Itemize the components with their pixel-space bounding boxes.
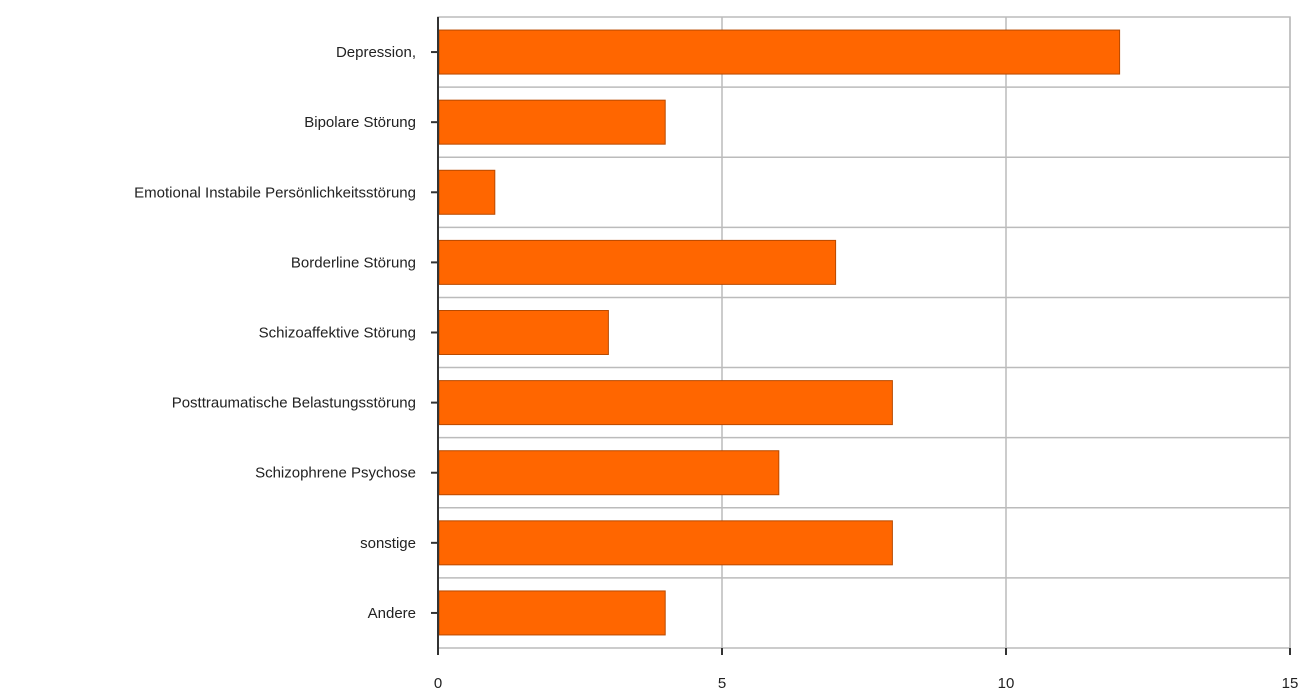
bar	[438, 450, 780, 496]
bar	[438, 380, 893, 426]
category-label: Schizoaffektive Störung	[259, 325, 416, 342]
label-layer: Depression, Bipolare Störung Emotional Ins…	[134, 44, 1298, 692]
category-label: Depression,	[336, 44, 416, 61]
bar	[438, 169, 496, 215]
category-label: Borderline Störung	[291, 254, 416, 271]
x-tick-label: 5	[718, 675, 726, 692]
bar	[438, 29, 1121, 75]
category-label: Posttraumatische Belastungsstörung	[172, 395, 416, 412]
bar-layer	[438, 29, 1121, 636]
axis-layer	[431, 17, 1291, 655]
x-tick-label: 15	[1282, 675, 1299, 692]
x-tick-label: 10	[998, 675, 1015, 692]
bar	[438, 590, 666, 636]
bar	[438, 310, 609, 355]
bar	[438, 239, 837, 285]
bar	[438, 520, 893, 566]
category-label: Emotional Instabile Persönlichkeitsstöru…	[134, 184, 416, 201]
bar	[438, 99, 666, 145]
category-label: Bipolare Störung	[304, 114, 416, 131]
category-label: sonstige	[360, 535, 416, 552]
category-label: Andere	[368, 605, 416, 622]
category-label: Schizophrene Psychose	[255, 465, 416, 482]
x-tick-label: 0	[434, 675, 442, 692]
